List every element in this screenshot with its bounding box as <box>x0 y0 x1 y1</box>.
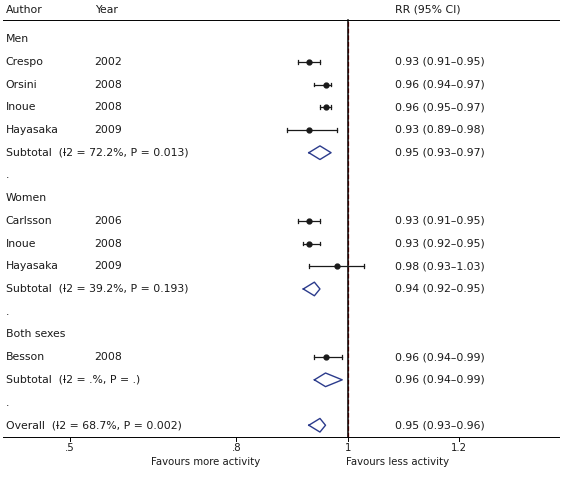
Text: Year: Year <box>94 5 117 15</box>
Text: RR (95% CI): RR (95% CI) <box>395 5 461 15</box>
Text: 0.93 (0.91–0.95): 0.93 (0.91–0.95) <box>395 216 485 226</box>
Text: Subtotal  (Ɨ2 = 39.2%, P = 0.193): Subtotal (Ɨ2 = 39.2%, P = 0.193) <box>6 284 188 294</box>
Text: 0.96 (0.94–0.99): 0.96 (0.94–0.99) <box>395 352 485 362</box>
Text: 0.96 (0.95–0.97): 0.96 (0.95–0.97) <box>395 102 485 112</box>
Text: 2002: 2002 <box>94 57 123 67</box>
Text: .: . <box>6 307 9 317</box>
Text: 0.96 (0.94–0.99): 0.96 (0.94–0.99) <box>395 375 485 385</box>
Text: 0.94 (0.92–0.95): 0.94 (0.92–0.95) <box>395 284 485 294</box>
Text: Carlsson: Carlsson <box>6 216 52 226</box>
Text: .8: .8 <box>232 443 241 453</box>
Text: 2008: 2008 <box>94 352 123 362</box>
Text: Women: Women <box>6 193 47 203</box>
Text: 0.95 (0.93–0.97): 0.95 (0.93–0.97) <box>395 148 485 158</box>
Text: Subtotal  (Ɨ2 = .%, P = .): Subtotal (Ɨ2 = .%, P = .) <box>6 375 140 385</box>
Text: Men: Men <box>6 34 29 44</box>
Text: .5: .5 <box>65 443 74 453</box>
Text: 2008: 2008 <box>94 102 123 112</box>
Text: 0.98 (0.93–1.03): 0.98 (0.93–1.03) <box>395 261 485 271</box>
Text: Hayasaka: Hayasaka <box>6 261 58 271</box>
Text: 1: 1 <box>345 443 351 453</box>
Text: Hayasaka: Hayasaka <box>6 125 58 135</box>
Text: Besson: Besson <box>6 352 45 362</box>
Polygon shape <box>314 373 342 387</box>
Polygon shape <box>309 146 331 160</box>
Text: Both sexes: Both sexes <box>6 329 65 339</box>
Text: 2008: 2008 <box>94 239 123 249</box>
Text: Overall  (Ɨ2 = 68.7%, P = 0.002): Overall (Ɨ2 = 68.7%, P = 0.002) <box>6 420 182 430</box>
Text: 2009: 2009 <box>94 261 123 271</box>
Text: 0.93 (0.92–0.95): 0.93 (0.92–0.95) <box>395 239 485 249</box>
Text: Subtotal  (Ɨ2 = 72.2%, P = 0.013): Subtotal (Ɨ2 = 72.2%, P = 0.013) <box>6 148 188 158</box>
Text: .: . <box>6 170 9 180</box>
Text: 0.95 (0.93–0.96): 0.95 (0.93–0.96) <box>395 420 485 430</box>
Text: 2009: 2009 <box>94 125 123 135</box>
Text: 1.2: 1.2 <box>451 443 467 453</box>
Text: Favours less activity: Favours less activity <box>346 457 450 467</box>
Text: Inoue: Inoue <box>6 239 36 249</box>
Text: .: . <box>6 398 9 408</box>
Text: Author: Author <box>6 5 42 15</box>
Text: 2008: 2008 <box>94 79 123 89</box>
Text: Favours more activity: Favours more activity <box>151 457 261 467</box>
Polygon shape <box>309 418 325 432</box>
Text: 0.96 (0.94–0.97): 0.96 (0.94–0.97) <box>395 79 485 89</box>
Text: Crespo: Crespo <box>6 57 44 67</box>
Text: Inoue: Inoue <box>6 102 36 112</box>
Text: 2006: 2006 <box>94 216 123 226</box>
Polygon shape <box>303 282 320 296</box>
Text: 0.93 (0.89–0.98): 0.93 (0.89–0.98) <box>395 125 485 135</box>
Text: Orsini: Orsini <box>6 79 37 89</box>
Text: 0.93 (0.91–0.95): 0.93 (0.91–0.95) <box>395 57 485 67</box>
